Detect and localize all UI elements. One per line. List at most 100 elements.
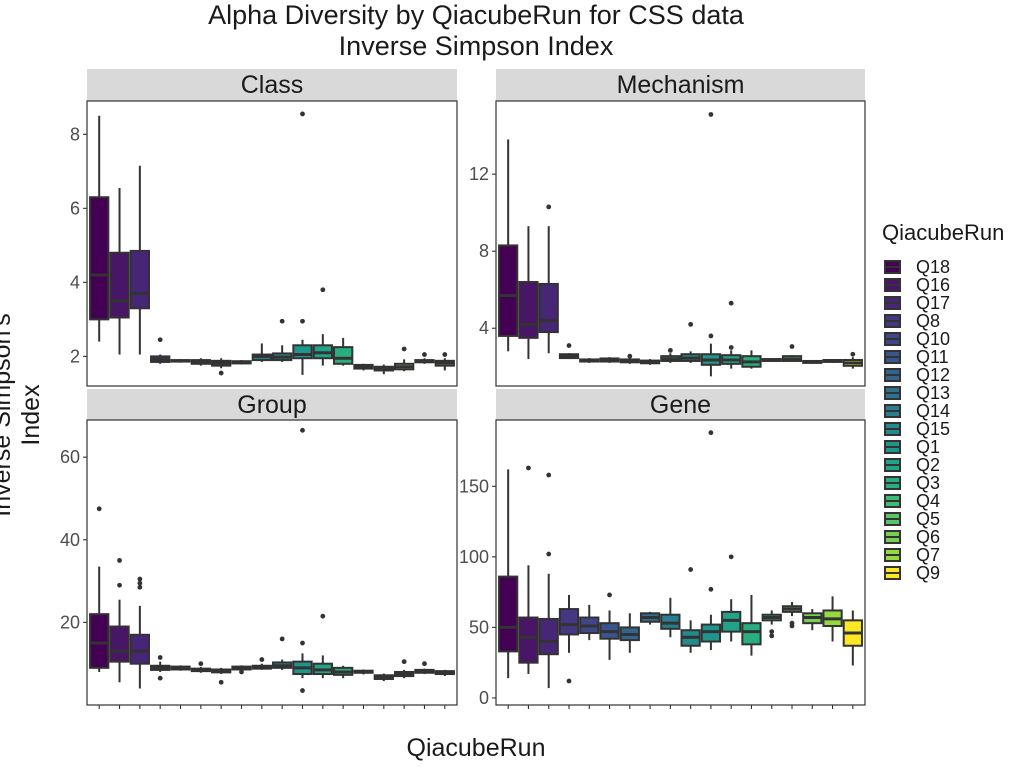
- box-q14: [660, 597, 681, 638]
- outlier-point: [401, 659, 407, 665]
- outlier-point: [566, 678, 572, 684]
- box-q18: [89, 506, 110, 672]
- outlier-point: [300, 318, 305, 324]
- box-q6: [393, 659, 415, 679]
- box-q2: [312, 613, 333, 679]
- box-q17: [538, 204, 559, 354]
- box: [558, 608, 580, 636]
- panel-border: [495, 419, 866, 706]
- box-q15: [680, 567, 701, 653]
- legend-label: Q6: [916, 527, 941, 547]
- box-q3: [741, 594, 762, 656]
- box-q5: [781, 344, 803, 362]
- y-tick-label: 50: [469, 617, 489, 637]
- box-q18: [498, 139, 519, 352]
- legend-item-q17: Q17: [882, 294, 1004, 312]
- y-tick-label: 60: [60, 447, 80, 467]
- box-q12: [619, 613, 640, 653]
- box-q14: [660, 347, 681, 363]
- chart-title-line2: Inverse Simpson Index: [338, 31, 614, 61]
- legend-item-q8: Q8: [882, 312, 1004, 330]
- legend-key: [884, 422, 901, 436]
- box-q12: [211, 667, 232, 685]
- box-q13: [231, 360, 252, 365]
- box-q10: [579, 358, 600, 363]
- outlier-point: [546, 551, 552, 557]
- panel-border: [86, 100, 458, 387]
- outlier-point: [239, 669, 244, 675]
- box-q8: [150, 655, 171, 681]
- box: [498, 575, 519, 653]
- box-q9: [842, 351, 863, 369]
- facet-strip: [496, 69, 865, 101]
- box: [333, 346, 354, 365]
- facet-strip: [496, 389, 865, 420]
- legend-item-q11: Q11: [882, 348, 1004, 366]
- legend-label: Q9: [916, 563, 941, 583]
- legend-key: [884, 314, 901, 328]
- facet-strip: [87, 69, 457, 101]
- box-q11: [190, 661, 211, 673]
- legend-item-q10: Q10: [882, 330, 1004, 348]
- box: [498, 244, 519, 337]
- outlier-point: [137, 584, 143, 590]
- outlier-point: [157, 675, 163, 681]
- box-q3: [333, 337, 354, 366]
- legend-item-q3: Q3: [882, 474, 1004, 492]
- outlier-point: [117, 582, 122, 588]
- legend-title: QiacubeRun: [882, 220, 1005, 245]
- box: [518, 616, 539, 664]
- outlier-point: [218, 370, 224, 376]
- legend-item-q5: Q5: [882, 510, 1004, 528]
- box-q6: [393, 346, 415, 372]
- outlier-point: [96, 506, 102, 512]
- outlier-point: [137, 580, 143, 586]
- legend-label: Q5: [916, 509, 941, 529]
- y-tick-label: 6: [70, 198, 80, 218]
- legend-key: [884, 332, 901, 346]
- box-q17: [129, 165, 151, 355]
- box-q10: [170, 358, 191, 363]
- box-q5: [373, 673, 394, 682]
- box-q14: [251, 343, 272, 362]
- box: [538, 282, 559, 334]
- legend-label: Q7: [916, 545, 941, 565]
- legend-label: Q3: [916, 473, 941, 493]
- legend-label: Q4: [916, 491, 941, 511]
- outlier-point: [157, 337, 163, 343]
- x-axis-label: QiacubeRun: [406, 734, 546, 762]
- outlier-point: [566, 343, 572, 348]
- legend-item-q2: Q2: [882, 456, 1004, 474]
- outlier-point: [708, 586, 714, 592]
- outlier-point: [279, 318, 285, 324]
- box-q1: [700, 430, 722, 650]
- box-q10: [579, 604, 600, 641]
- outlier-point: [688, 567, 694, 572]
- outlier-point: [789, 620, 795, 626]
- legend-key: [884, 512, 901, 526]
- box-q9: [434, 352, 455, 371]
- panel-border: [86, 419, 458, 706]
- box-q11: [599, 357, 620, 363]
- outlier-point: [117, 558, 122, 563]
- legend-item-q9: Q9: [882, 564, 1004, 582]
- outlier-point: [422, 352, 427, 357]
- box-q5: [373, 364, 394, 375]
- outlier-point: [546, 472, 552, 478]
- box-q7: [414, 661, 435, 675]
- legend-item-q14: Q14: [882, 402, 1004, 420]
- box-q1: [292, 111, 313, 375]
- box-q18: [89, 115, 110, 342]
- legend-label: Q14: [916, 401, 951, 421]
- outlier-point: [442, 352, 448, 357]
- box-q13: [639, 611, 661, 625]
- box: [538, 617, 559, 656]
- legend-item-q6: Q6: [882, 528, 1004, 546]
- box-q13: [639, 359, 661, 365]
- outlier-point: [789, 344, 795, 349]
- outlier-point: [546, 204, 552, 210]
- box-q17: [538, 472, 559, 689]
- outlier-point: [607, 592, 612, 598]
- y-tick-label: 4: [479, 318, 489, 338]
- box-q15: [680, 321, 701, 363]
